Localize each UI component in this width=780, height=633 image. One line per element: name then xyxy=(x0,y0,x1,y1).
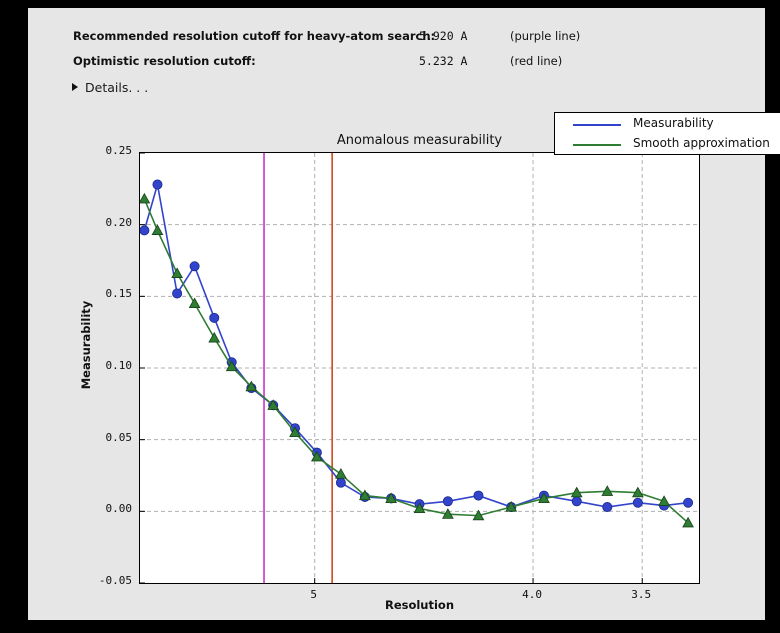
plot-frame xyxy=(138,152,700,584)
series-line-1 xyxy=(143,198,689,524)
data-point xyxy=(245,380,258,392)
data-point xyxy=(152,179,163,190)
cutoff-label-0: Recommended resolution cutoff for heavy-… xyxy=(73,29,436,43)
y-tick-label: 0.15 xyxy=(105,287,133,301)
data-point xyxy=(442,508,454,519)
data-point xyxy=(682,516,694,528)
data-point xyxy=(473,490,484,501)
chevron-right-icon xyxy=(72,83,78,91)
data-point xyxy=(505,501,518,512)
data-point xyxy=(267,399,280,410)
y-tick-label: 0.25 xyxy=(105,144,133,157)
data-point xyxy=(538,492,550,503)
data-point xyxy=(601,485,614,496)
legend-label-smooth: Smooth approximation xyxy=(633,136,770,150)
data-point xyxy=(602,502,613,513)
y-tick-label: 0.20 xyxy=(105,215,133,229)
legend-item-measurability: Measurability xyxy=(555,114,780,135)
x-tick-label: 4.0 xyxy=(522,588,542,601)
cutoff-value-1: 5.232 A xyxy=(419,54,468,68)
data-point xyxy=(188,297,201,309)
data-point xyxy=(658,495,670,506)
details-disclosure[interactable]: Details. . . xyxy=(72,80,148,95)
chart-legend: Measurability Smooth approximation xyxy=(554,112,780,155)
data-point xyxy=(683,497,694,508)
data-point xyxy=(413,502,426,514)
y-tick-label: -0.05 xyxy=(98,574,132,587)
plot-svg xyxy=(138,152,699,584)
cutoff-note-1: (red line) xyxy=(510,54,563,68)
data-point xyxy=(631,486,644,498)
data-point xyxy=(289,426,301,438)
data-point xyxy=(442,496,453,507)
legend-item-smooth: Smooth approximation xyxy=(555,134,780,155)
data-point xyxy=(172,288,183,299)
data-point xyxy=(571,496,582,507)
data-point xyxy=(359,489,371,501)
data-point xyxy=(151,224,164,235)
chart-canvas: Anomalous measurability Measurability Re… xyxy=(28,8,765,620)
data-point xyxy=(632,497,643,508)
data-point xyxy=(472,509,485,521)
data-point xyxy=(139,225,150,236)
y-tick-label: 0.10 xyxy=(105,359,133,372)
y-tick-label: 0.05 xyxy=(105,430,133,444)
data-point xyxy=(310,450,323,462)
data-point xyxy=(335,477,346,488)
details-label: Details. . . xyxy=(85,80,149,95)
series-line-0 xyxy=(143,184,689,508)
data-point xyxy=(138,192,151,204)
y-tick-label: 0.00 xyxy=(105,502,133,516)
x-tick-label: 5 xyxy=(310,588,317,601)
cutoff-value-0: 5.920 A xyxy=(419,29,468,43)
data-point xyxy=(570,486,583,498)
data-point xyxy=(189,261,200,272)
data-point xyxy=(208,331,221,343)
data-point xyxy=(225,360,238,372)
results-panel: Recommended resolution cutoff for heavy-… xyxy=(28,8,780,620)
legend-swatch-smooth xyxy=(573,144,621,146)
cutoff-note-0: (purple line) xyxy=(510,29,581,43)
x-axis-label: Resolution xyxy=(384,598,455,612)
legend-swatch-measurability xyxy=(573,124,621,126)
chart-title: Anomalous measurability xyxy=(336,133,503,148)
data-point xyxy=(385,492,397,503)
legend-label-measurability: Measurability xyxy=(633,116,714,130)
data-point xyxy=(335,468,347,479)
x-tick-label: 3.5 xyxy=(631,588,652,601)
cutoff-label-1: Optimistic resolution cutoff: xyxy=(73,54,256,68)
data-point xyxy=(209,312,220,323)
data-point xyxy=(171,267,184,278)
